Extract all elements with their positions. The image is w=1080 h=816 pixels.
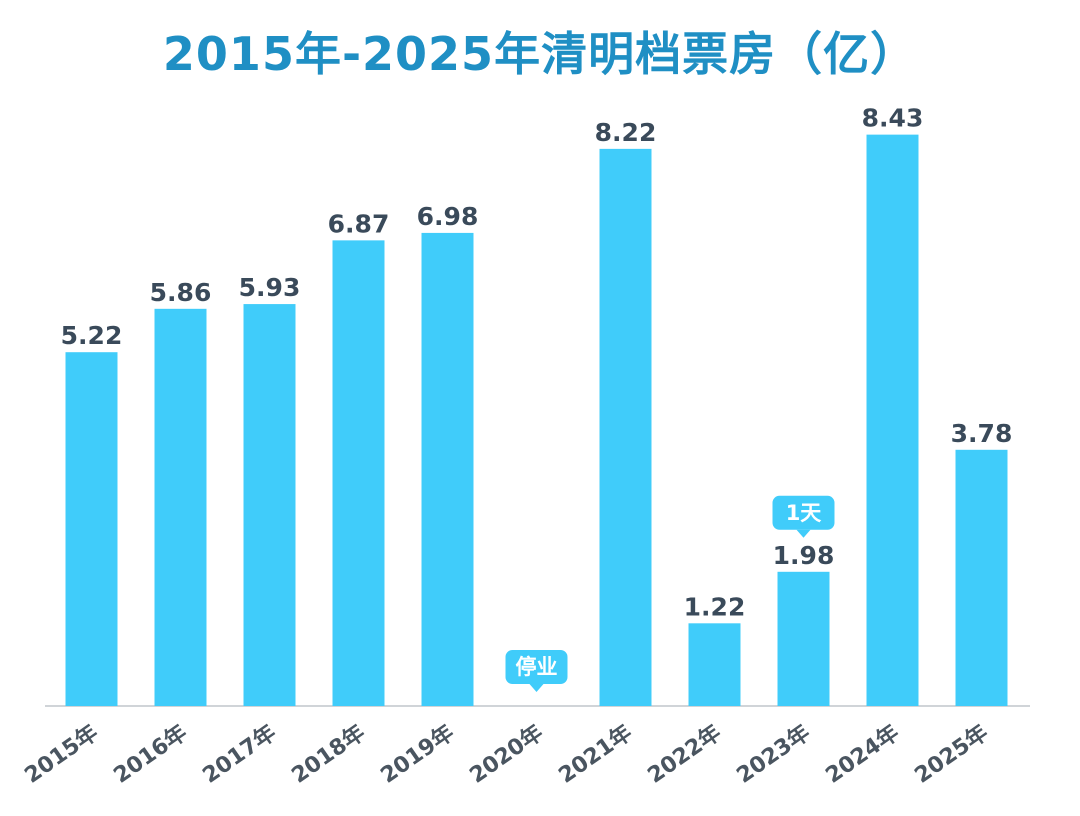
bar-2017年	[243, 304, 296, 706]
bar-2023年	[777, 571, 830, 706]
bar-2016年	[154, 308, 207, 706]
value-label: 8.22	[595, 118, 657, 147]
value-label: 8.43	[862, 104, 924, 133]
category-label: 2019年	[376, 720, 459, 789]
annotation-tag: 停业	[505, 650, 568, 692]
bar-2024年	[866, 134, 919, 707]
bar-2019年	[421, 232, 474, 706]
category-label: 2020年	[465, 720, 548, 789]
bar-2015年	[65, 352, 118, 706]
value-label: 5.22	[61, 321, 123, 350]
value-label: 5.86	[150, 278, 212, 307]
annotation-text: 停业	[516, 655, 558, 679]
annotation-tag-pointer	[529, 684, 544, 692]
category-label: 2024年	[821, 720, 904, 789]
category-label: 2023年	[732, 720, 815, 789]
value-label: 1.98	[773, 541, 835, 570]
bar-2025年	[955, 449, 1008, 706]
bar-2021年	[599, 148, 652, 706]
annotation-tag-pointer	[796, 529, 811, 538]
bar-2018年	[332, 240, 385, 706]
category-label: 2025年	[910, 720, 993, 789]
category-label: 2022年	[643, 720, 726, 789]
value-label: 5.93	[239, 273, 301, 302]
category-label: 2015年	[20, 720, 103, 789]
bar-2022年	[688, 623, 741, 706]
value-label: 6.87	[328, 209, 390, 238]
category-label: 2018年	[287, 720, 370, 789]
annotation-tag-box	[505, 650, 568, 684]
category-label: 2017年	[198, 720, 281, 789]
category-label: 2016年	[109, 720, 192, 789]
value-label: 3.78	[951, 419, 1013, 448]
value-label: 6.98	[417, 202, 479, 231]
chart-title: 2015年-2025年清明档票房（亿）	[162, 27, 918, 81]
value-label: 1.22	[684, 592, 746, 621]
annotation-text: 1天	[786, 501, 823, 525]
category-label: 2021年	[554, 720, 637, 789]
annotation-tag-box	[772, 495, 835, 530]
annotation-tag: 1天	[772, 495, 835, 538]
